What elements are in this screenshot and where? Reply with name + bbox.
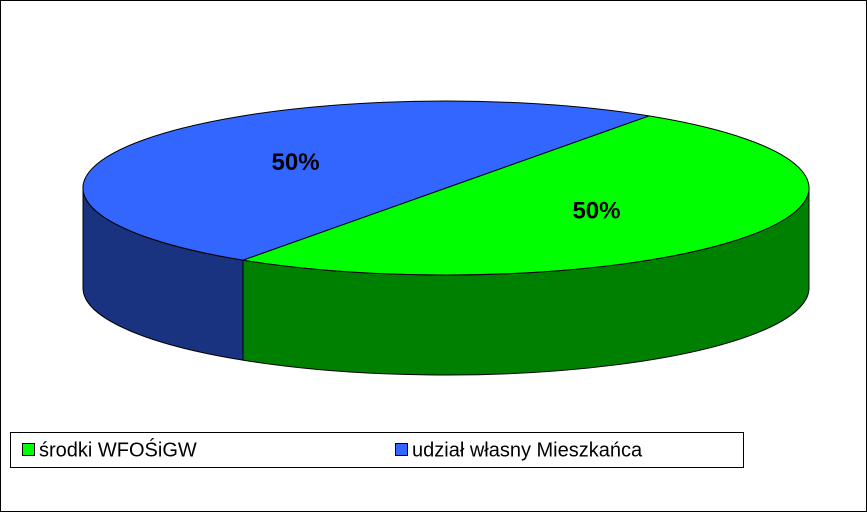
- data-label: 50%: [572, 198, 620, 225]
- pie-slice: [242, 115, 809, 276]
- legend-swatch: [22, 443, 35, 456]
- legend: środki WFOŚiGW udział własny Mieszkańca: [10, 432, 744, 468]
- legend-box: [10, 432, 744, 468]
- pie-slice: [83, 100, 650, 261]
- data-label: 50%: [272, 149, 320, 176]
- legend-swatch: [395, 443, 408, 456]
- legend-label: udział własny Mieszkańca: [412, 439, 643, 461]
- pie: 50% 50%: [82, 100, 810, 376]
- legend-label: środki WFOŚiGW: [39, 437, 197, 461]
